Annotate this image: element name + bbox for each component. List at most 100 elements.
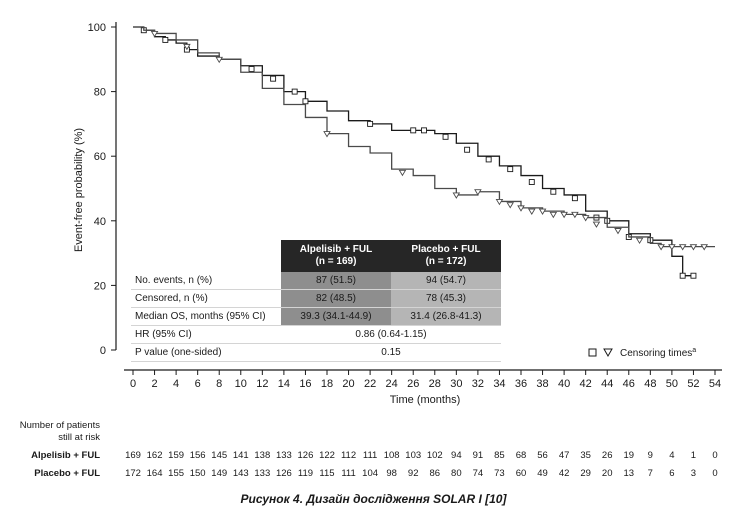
x-tick-label: 12 <box>256 378 268 390</box>
censor-mark-placebo <box>549 211 558 219</box>
y-tick-label: 0 <box>100 345 106 357</box>
y-axis-title: Event-free probability (%) <box>73 128 85 252</box>
censor-mark-alpelisib <box>550 188 557 195</box>
censor-mark-placebo <box>452 192 461 199</box>
risk-count: 119 <box>298 468 313 479</box>
x-tick-label: 24 <box>386 378 398 390</box>
censor-mark-alpelisib <box>442 133 449 140</box>
stats-row-hr: HR (95% CI) 0.86 (0.64-1.15) <box>131 325 501 344</box>
stats-row-label: P value (one-sided) <box>131 343 281 362</box>
x-tick-label: 52 <box>687 378 699 390</box>
stats-value-alpelisib: 87 (51.5) <box>281 272 391 290</box>
stats-header-placebo: Placebo + FUL (n = 172) <box>391 240 501 272</box>
risk-count: 162 <box>147 450 163 461</box>
x-tick-label: 14 <box>278 378 290 390</box>
x-tick-label: 34 <box>493 378 505 390</box>
risk-count: 103 <box>405 450 421 461</box>
x-tick-label: 10 <box>235 378 247 390</box>
risk-count: 73 <box>494 468 505 479</box>
risk-count: 47 <box>559 450 570 461</box>
risk-count: 35 <box>580 450 591 461</box>
censor-mark-placebo <box>474 189 482 196</box>
risk-count: 159 <box>168 450 184 461</box>
risk-count: 149 <box>211 468 227 479</box>
stats-value-placebo: 94 (54.7) <box>391 272 501 290</box>
x-tick-label: 42 <box>580 378 592 390</box>
stats-row-label: No. events, n (%) <box>131 272 281 290</box>
censor-mark-alpelisib <box>367 120 374 127</box>
risk-count: 9 <box>648 450 653 461</box>
x-tick-label: 2 <box>151 378 157 390</box>
risk-count: 112 <box>341 450 356 461</box>
risk-count: 94 <box>451 450 462 461</box>
censor-mark-placebo <box>592 221 601 228</box>
x-tick-label: 20 <box>342 378 354 390</box>
risk-count: 60 <box>516 468 527 479</box>
stats-header-alpelisib: Alpelisib + FUL (n = 169) <box>281 240 391 272</box>
alpelisib-curve <box>133 26 694 277</box>
censor-mark-alpelisib <box>270 75 277 82</box>
censor-mark-placebo <box>689 244 698 251</box>
x-tick-label: 26 <box>407 378 419 390</box>
risk-count: 122 <box>319 450 335 461</box>
x-tick-label: 4 <box>173 378 179 390</box>
stats-row-median-os: Median OS, months (95% CI) 39.3 (34.1-44… <box>131 307 501 326</box>
stats-row-label: Median OS, months (95% CI) <box>131 307 281 326</box>
risk-count: 74 <box>473 468 484 479</box>
stats-header-blank <box>131 240 281 272</box>
censor-mark-alpelisib <box>485 156 492 163</box>
censor-mark-placebo <box>668 244 676 251</box>
risk-count: 111 <box>341 468 355 479</box>
risk-count: 133 <box>276 450 292 461</box>
risk-label-alpelisib: Alpelisib + FUL <box>31 450 100 461</box>
stats-table: Alpelisib + FUL (n = 169) Placebo + FUL (n… <box>131 240 501 362</box>
risk-count: 164 <box>147 468 163 479</box>
x-tick-label: 32 <box>472 378 484 390</box>
x-tick-label: 54 <box>709 378 721 390</box>
figure-caption: Рисунок 4. Дизайн дослідження SOLAR I [1… <box>240 492 507 506</box>
censor-mark-placebo <box>398 169 407 177</box>
legend-label: Censoring timesa <box>620 347 696 359</box>
legend-triangle-marker <box>603 348 613 358</box>
risk-count: 19 <box>623 450 634 461</box>
x-tick-label: 50 <box>666 378 678 390</box>
stats-value-placebo: 78 (45.3) <box>391 289 501 308</box>
censor-mark-placebo <box>700 244 709 251</box>
risk-count: 133 <box>254 468 270 479</box>
x-tick-label: 36 <box>515 378 527 390</box>
censor-mark-alpelisib <box>162 36 169 43</box>
risk-count: 104 <box>362 468 378 479</box>
censor-mark-placebo <box>571 211 579 219</box>
risk-count: 92 <box>408 468 419 479</box>
risk-count: 3 <box>691 468 696 479</box>
risk-count: 1 <box>691 450 696 461</box>
stats-row-events: No. events, n (%) 87 (51.5) 94 (54.7) <box>131 272 501 290</box>
x-tick-label: 38 <box>536 378 548 390</box>
x-tick-label: 28 <box>429 378 441 390</box>
risk-count: 13 <box>623 468 634 479</box>
censor-mark-alpelisib <box>248 66 255 72</box>
risk-count: 169 <box>125 450 141 461</box>
y-tick-label: 100 <box>88 22 106 34</box>
censor-mark-placebo <box>581 215 590 222</box>
risk-count: 49 <box>537 468 548 479</box>
censor-mark-alpelisib <box>302 98 309 105</box>
risk-count: 126 <box>276 468 292 479</box>
x-tick-label: 46 <box>623 378 635 390</box>
risk-count: 26 <box>602 450 613 461</box>
legend-square-marker <box>588 348 597 357</box>
censor-mark-alpelisib <box>528 179 535 185</box>
stats-value-p: 0.15 <box>281 343 501 362</box>
risk-count: 7 <box>648 468 653 479</box>
censor-mark-placebo <box>183 43 191 51</box>
y-tick-label: 40 <box>94 216 106 228</box>
risk-count: 111 <box>363 450 377 461</box>
risk-count: 86 <box>429 468 440 479</box>
censor-mark-alpelisib <box>690 272 697 279</box>
risk-count: 4 <box>669 450 674 461</box>
risk-count: 145 <box>211 450 227 461</box>
censor-mark-placebo <box>323 131 331 138</box>
censor-mark-alpelisib <box>464 146 471 153</box>
risk-count: 20 <box>602 468 613 479</box>
